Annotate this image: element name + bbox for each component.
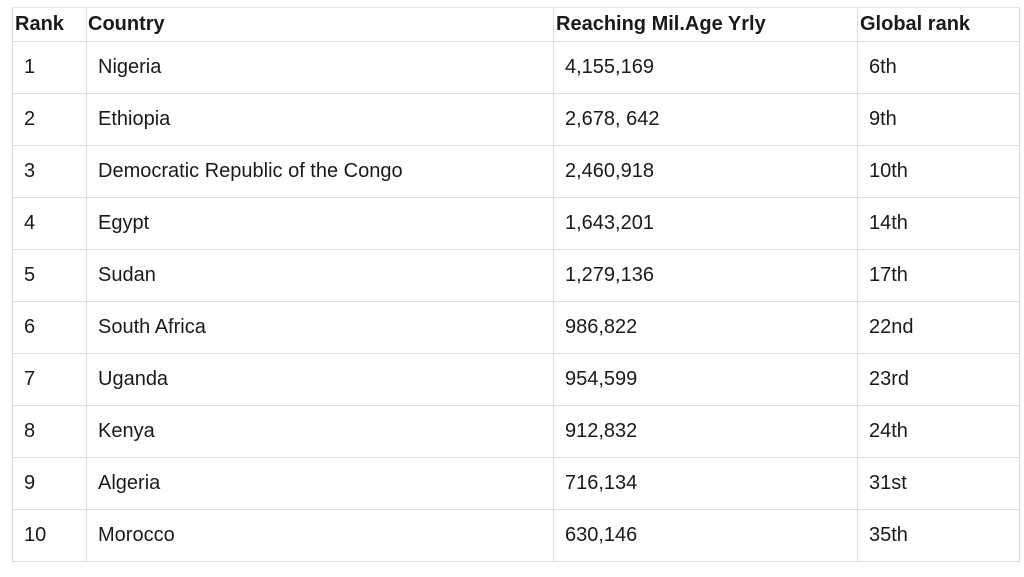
cell-country: Egypt [86, 197, 554, 250]
table-header: Rank Country Reaching Mil.Age Yrly Globa… [12, 7, 1020, 42]
cell-rank: 4 [12, 197, 87, 250]
cell-reach: 954,599 [553, 353, 858, 406]
table-row: 9 Algeria 716,134 31st [12, 457, 1020, 510]
cell-country: Nigeria [86, 41, 554, 94]
cell-rank: 7 [12, 353, 87, 406]
military-age-table: Rank Country Reaching Mil.Age Yrly Globa… [12, 7, 1020, 562]
cell-global: 9th [857, 93, 1020, 146]
cell-country: Algeria [86, 457, 554, 510]
header-country: Country [86, 7, 554, 42]
cell-country: Uganda [86, 353, 554, 406]
cell-reach: 716,134 [553, 457, 858, 510]
cell-reach: 630,146 [553, 509, 858, 562]
cell-reach: 2,460,918 [553, 145, 858, 198]
cell-country: Ethiopia [86, 93, 554, 146]
table-row: 1 Nigeria 4,155,169 6th [12, 41, 1020, 94]
cell-global: 14th [857, 197, 1020, 250]
header-row: Rank Country Reaching Mil.Age Yrly Globa… [12, 7, 1020, 42]
cell-rank: 5 [12, 249, 87, 302]
cell-reach: 1,279,136 [553, 249, 858, 302]
cell-country: Morocco [86, 509, 554, 562]
cell-reach: 986,822 [553, 301, 858, 354]
table-row: 6 South Africa 986,822 22nd [12, 301, 1020, 354]
cell-global: 10th [857, 145, 1020, 198]
cell-reach: 2,678, 642 [553, 93, 858, 146]
cell-country: South Africa [86, 301, 554, 354]
table-row: 7 Uganda 954,599 23rd [12, 353, 1020, 406]
cell-country: Sudan [86, 249, 554, 302]
cell-global: 24th [857, 405, 1020, 458]
header-global-rank: Global rank [857, 7, 1020, 42]
table-row: 5 Sudan 1,279,136 17th [12, 249, 1020, 302]
table-row: 10 Morocco 630,146 35th [12, 509, 1020, 562]
cell-global: 23rd [857, 353, 1020, 406]
cell-global: 6th [857, 41, 1020, 94]
cell-global: 22nd [857, 301, 1020, 354]
cell-global: 31st [857, 457, 1020, 510]
cell-rank: 8 [12, 405, 87, 458]
cell-rank: 2 [12, 93, 87, 146]
table-row: 3 Democratic Republic of the Congo 2,460,9… [12, 145, 1020, 198]
header-rank: Rank [12, 7, 87, 42]
table-body: 1 Nigeria 4,155,169 6th 2 Ethiopia 2,678, 642 9… [12, 41, 1020, 562]
military-age-table-container: Rank Country Reaching Mil.Age Yrly Globa… [12, 7, 1020, 562]
cell-global: 17th [857, 249, 1020, 302]
cell-rank: 1 [12, 41, 87, 94]
table-row: 2 Ethiopia 2,678, 642 9th [12, 93, 1020, 146]
cell-global: 35th [857, 509, 1020, 562]
table-row: 4 Egypt 1,643,201 14th [12, 197, 1020, 250]
cell-rank: 9 [12, 457, 87, 510]
table-row: 8 Kenya 912,832 24th [12, 405, 1020, 458]
cell-rank: 3 [12, 145, 87, 198]
cell-rank: 10 [12, 509, 87, 562]
cell-country: Democratic Republic of the Congo [86, 145, 554, 198]
cell-reach: 912,832 [553, 405, 858, 458]
cell-country: Kenya [86, 405, 554, 458]
cell-reach: 1,643,201 [553, 197, 858, 250]
cell-rank: 6 [12, 301, 87, 354]
header-reaching-military-age: Reaching Mil.Age Yrly [553, 7, 858, 42]
cell-reach: 4,155,169 [553, 41, 858, 94]
